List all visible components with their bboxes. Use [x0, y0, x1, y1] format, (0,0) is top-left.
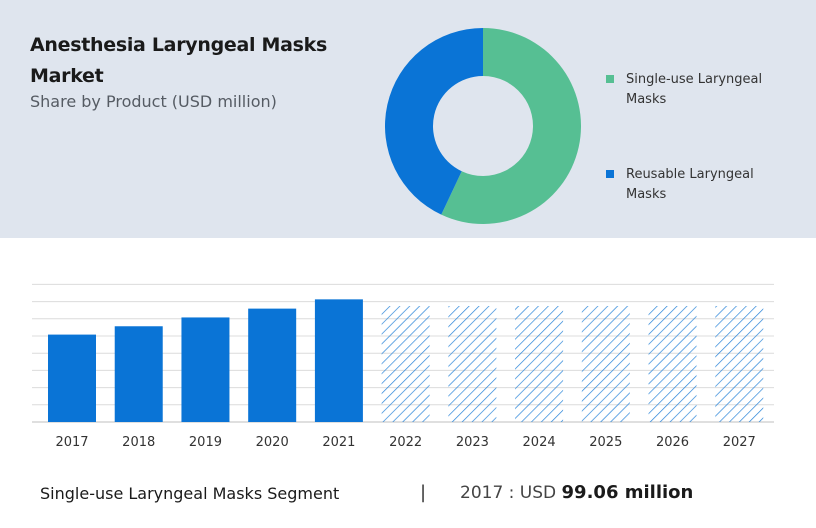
- x-tick-label: 2022: [389, 435, 422, 450]
- x-tick-label: 2017: [55, 435, 88, 450]
- bar-2020: [248, 308, 297, 422]
- x-tick-label: 2019: [189, 435, 222, 450]
- bar-2021: [314, 299, 363, 422]
- bar-2018: [114, 326, 163, 422]
- footer-value-amount: 99.06 million: [561, 482, 694, 503]
- footer-value: 2017 : USD 99.06 million: [460, 482, 693, 503]
- bar-chart: 2017 2018 2019 2020 2021 2022 2023 2024 2025 2026…: [32, 283, 774, 450]
- x-tick-label: 2026: [656, 435, 689, 450]
- x-tick-label: 2027: [723, 435, 756, 450]
- bar-2019: [181, 317, 230, 422]
- x-tick-label: 2023: [456, 435, 489, 450]
- x-tick-label: 2025: [589, 435, 622, 450]
- bar-forecast-2024: [515, 306, 564, 422]
- bar-forecast-2022: [381, 306, 430, 422]
- footer-year-label: 2017 : USD: [460, 483, 562, 503]
- donut-slice-reusable: [385, 28, 483, 215]
- footer-segment: Single-use Laryngeal Masks Segment: [40, 484, 340, 503]
- x-tick-label: 2020: [256, 435, 289, 450]
- legend-label-single-use: Single-use Laryngeal Masks: [626, 72, 763, 107]
- x-tick-label: 2021: [322, 435, 355, 450]
- chart-title: Anesthesia Laryngeal Masks Market: [30, 34, 328, 87]
- donut-chart: [385, 28, 581, 224]
- footer-divider: |: [420, 482, 427, 503]
- chart-subtitle: Share by Product (USD million): [30, 92, 277, 111]
- bar-forecast-2026: [648, 306, 697, 422]
- legend-swatch-single-use: [606, 75, 614, 83]
- bar-forecast-2025: [581, 306, 630, 422]
- bar-forecast-2027: [715, 306, 764, 422]
- bar-2017: [48, 334, 96, 422]
- x-tick-label: 2018: [122, 435, 155, 450]
- bar-forecast-2023: [448, 306, 497, 422]
- legend-label-reusable: Reusable Laryngeal Masks: [626, 167, 754, 202]
- x-tick-label: 2024: [523, 435, 556, 450]
- donut-slice-single-use: [441, 28, 581, 224]
- legend-swatch-reusable: [606, 170, 614, 178]
